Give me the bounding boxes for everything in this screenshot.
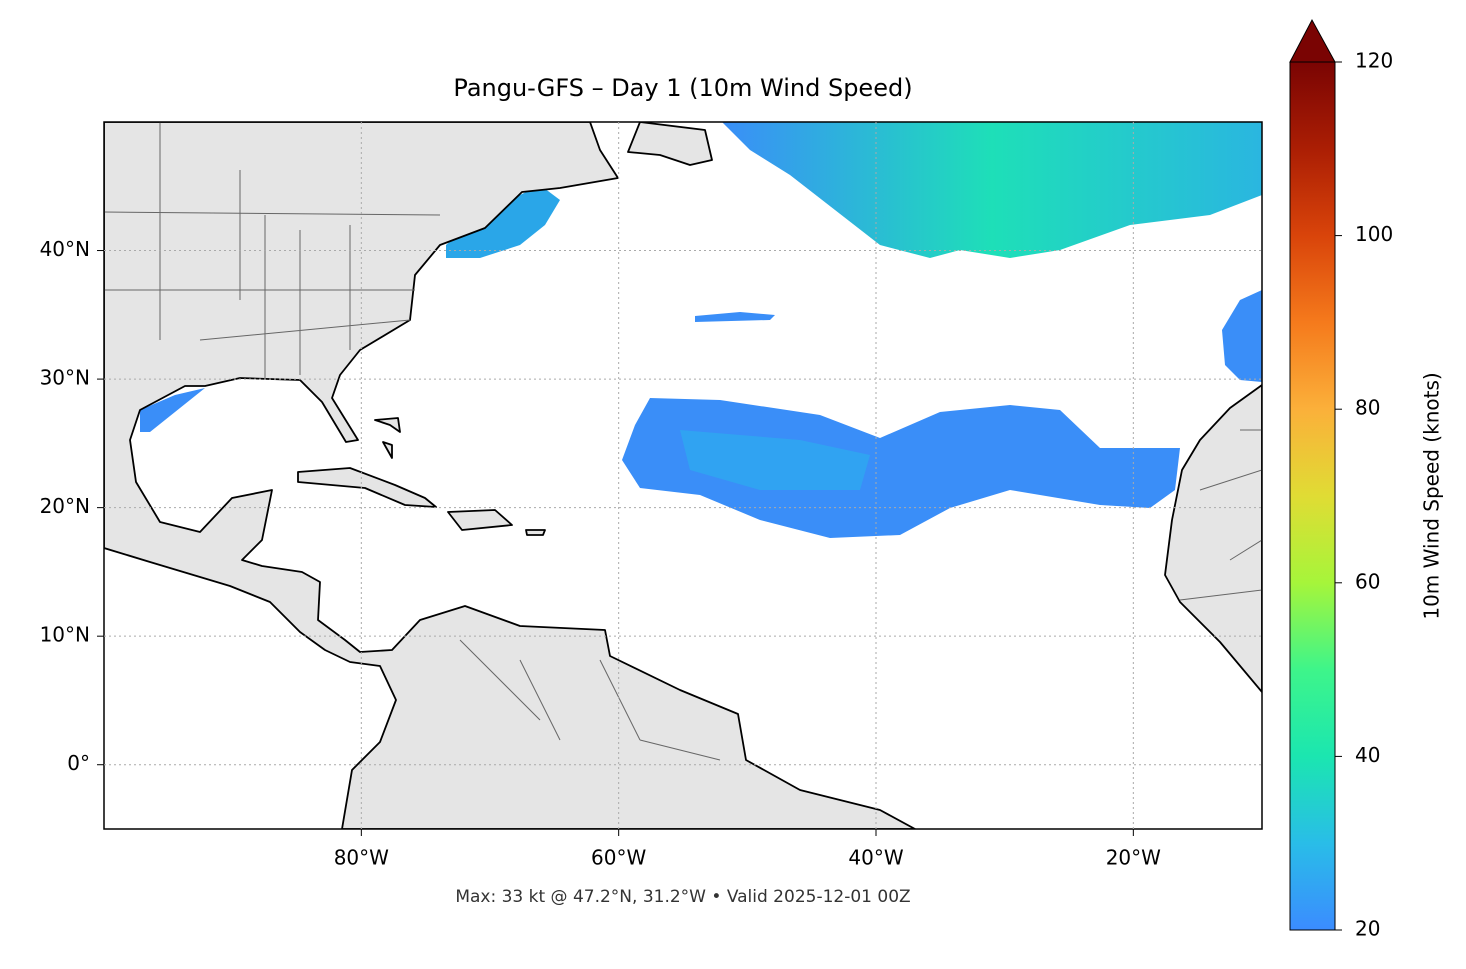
colorbar-tick-label: 20 <box>1355 917 1380 941</box>
y-tick-label: 10°N <box>40 623 90 647</box>
plot-frame <box>103 121 1263 830</box>
colorbar-extend <box>1289 18 1336 63</box>
africa <box>1164 384 1262 693</box>
wind-north-band <box>722 122 1262 258</box>
wind-east-blob <box>1222 290 1262 382</box>
colorbar-label: 10m Wind Speed (knots) <box>1420 372 1444 619</box>
y-tick-label: 40°N <box>40 237 90 261</box>
x-tick-label: 80°W <box>334 846 389 870</box>
x-tick-label: 20°W <box>1106 846 1161 870</box>
wind-new-england <box>446 185 560 258</box>
map-title: Pangu-GFS – Day 1 (10m Wind Speed) <box>453 74 912 102</box>
colorbar <box>1289 61 1336 931</box>
cuba <box>297 467 437 508</box>
y-tick-label: 20°N <box>40 494 90 518</box>
y-tick-label: 30°N <box>40 366 90 390</box>
colorbar-tick-label: 40 <box>1355 743 1380 767</box>
wind-gulf <box>140 388 205 432</box>
x-tick-label: 40°W <box>848 846 903 870</box>
state-borders <box>104 122 1262 761</box>
wind-core <box>680 430 870 490</box>
florida-keys <box>374 417 401 459</box>
colorbar-tick-label: 80 <box>1355 396 1380 420</box>
map-note: Max: 33 kt @ 47.2°N, 31.2°W • Valid 2025… <box>455 887 910 907</box>
colorbar-tick-label: 120 <box>1355 49 1393 73</box>
x-tick-label: 60°W <box>591 846 646 870</box>
wind-small-blob <box>695 312 775 322</box>
newfoundland <box>627 122 713 166</box>
wind-subtropical-band <box>622 398 1180 538</box>
map-area <box>104 122 1262 829</box>
colorbar-tick-label: 100 <box>1355 222 1393 246</box>
americas-land <box>104 122 916 829</box>
y-tick-label: 0° <box>67 751 90 775</box>
colorbar-tick-label: 60 <box>1355 569 1380 593</box>
hispaniola <box>447 509 546 536</box>
